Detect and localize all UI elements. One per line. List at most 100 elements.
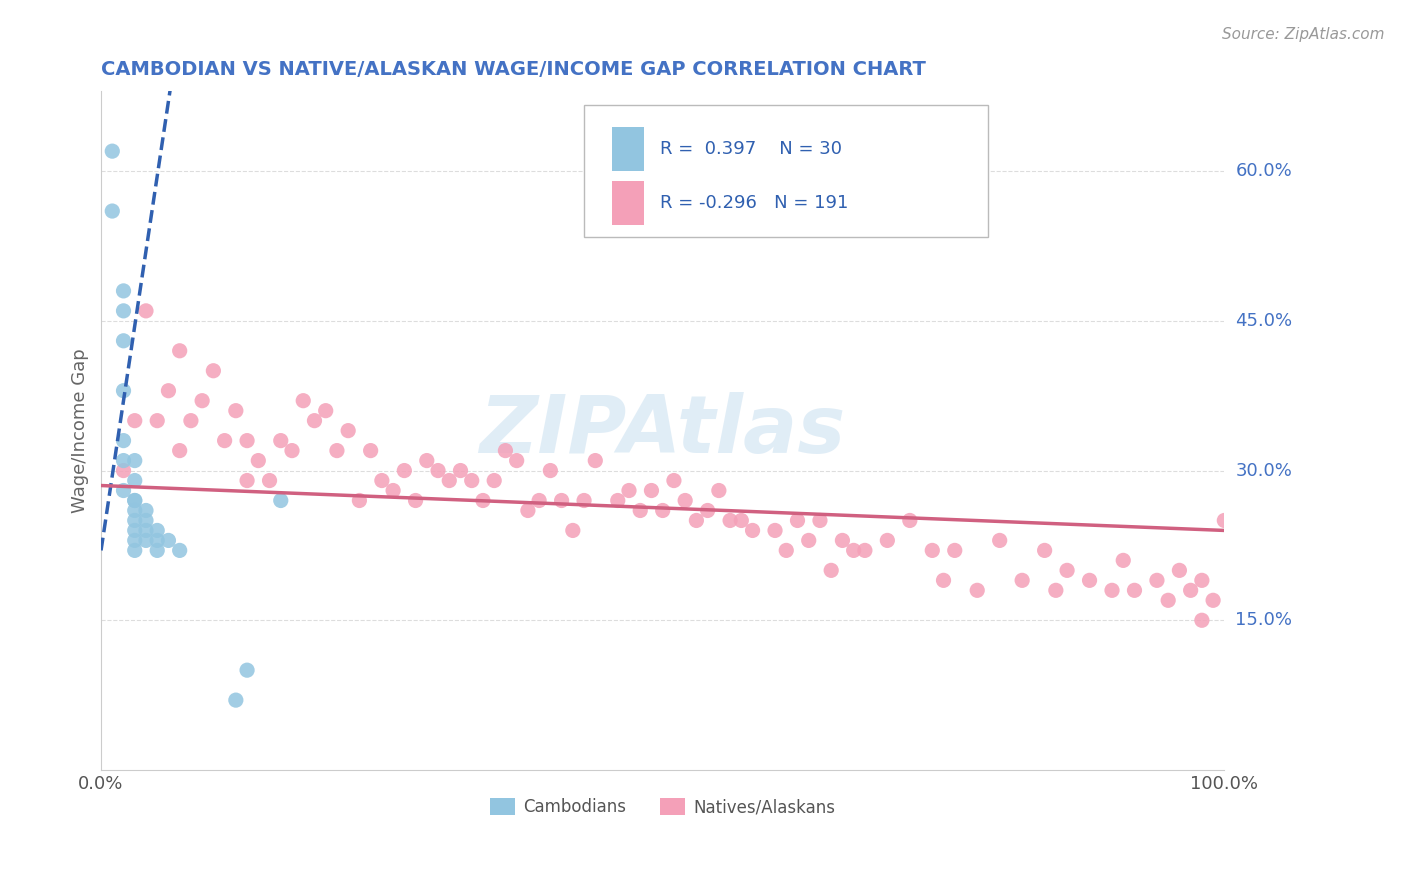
Point bbox=[124, 493, 146, 508]
Point bbox=[225, 693, 247, 707]
Point bbox=[112, 284, 135, 298]
Point bbox=[315, 403, 337, 417]
Text: 15.0%: 15.0% bbox=[1236, 611, 1292, 629]
Text: Source: ZipAtlas.com: Source: ZipAtlas.com bbox=[1222, 27, 1385, 42]
Text: 60.0%: 60.0% bbox=[1236, 162, 1292, 180]
Point bbox=[1123, 583, 1146, 598]
Point bbox=[124, 533, 146, 548]
Point bbox=[247, 453, 270, 467]
Point bbox=[124, 524, 146, 538]
Point bbox=[741, 524, 763, 538]
Point bbox=[1202, 593, 1225, 607]
Point bbox=[775, 543, 797, 558]
Point bbox=[101, 204, 124, 219]
Point bbox=[124, 493, 146, 508]
Point bbox=[349, 493, 371, 508]
Point bbox=[124, 474, 146, 488]
Point bbox=[382, 483, 405, 498]
Point bbox=[101, 144, 124, 158]
Point bbox=[394, 464, 416, 478]
Point bbox=[673, 493, 696, 508]
Point bbox=[135, 524, 157, 538]
Point bbox=[236, 474, 259, 488]
Point bbox=[932, 574, 955, 588]
Point bbox=[146, 533, 169, 548]
Point bbox=[1191, 613, 1213, 627]
Point bbox=[124, 543, 146, 558]
Point bbox=[1146, 574, 1168, 588]
Point bbox=[876, 533, 898, 548]
Point bbox=[1045, 583, 1067, 598]
Point bbox=[236, 434, 259, 448]
Text: R = -0.296   N = 191: R = -0.296 N = 191 bbox=[661, 194, 849, 212]
Point bbox=[304, 414, 326, 428]
Point bbox=[561, 524, 583, 538]
Text: 45.0%: 45.0% bbox=[1236, 312, 1292, 330]
Point bbox=[225, 403, 247, 417]
Point bbox=[797, 533, 820, 548]
Point bbox=[696, 503, 718, 517]
Point bbox=[831, 533, 853, 548]
Point bbox=[1078, 574, 1101, 588]
Text: R =  0.397    N = 30: R = 0.397 N = 30 bbox=[661, 140, 842, 158]
Point bbox=[236, 663, 259, 677]
Point bbox=[1033, 543, 1056, 558]
Point bbox=[730, 513, 752, 527]
Point bbox=[820, 563, 842, 577]
Point bbox=[135, 503, 157, 517]
Point bbox=[494, 443, 516, 458]
Point bbox=[180, 414, 202, 428]
Point bbox=[1011, 574, 1033, 588]
FancyBboxPatch shape bbox=[612, 127, 644, 171]
Point bbox=[472, 493, 495, 508]
Point bbox=[292, 393, 315, 408]
Point bbox=[853, 543, 876, 558]
Point bbox=[685, 513, 707, 527]
Point bbox=[371, 474, 394, 488]
Legend: Cambodians, Natives/Alaskans: Cambodians, Natives/Alaskans bbox=[484, 791, 842, 822]
Point bbox=[550, 493, 572, 508]
Point bbox=[124, 503, 146, 517]
Point bbox=[943, 543, 966, 558]
Point bbox=[707, 483, 730, 498]
Point bbox=[326, 443, 349, 458]
Point bbox=[135, 513, 157, 527]
Point bbox=[191, 393, 214, 408]
Point bbox=[416, 453, 439, 467]
Y-axis label: Wage/Income Gap: Wage/Income Gap bbox=[72, 348, 89, 513]
Point bbox=[169, 443, 191, 458]
Point bbox=[527, 493, 550, 508]
Point bbox=[112, 464, 135, 478]
Point bbox=[583, 453, 606, 467]
Point bbox=[1191, 574, 1213, 588]
Point bbox=[281, 443, 304, 458]
Point bbox=[360, 443, 382, 458]
Point bbox=[112, 303, 135, 318]
Point bbox=[1157, 593, 1180, 607]
Point bbox=[808, 513, 831, 527]
Point bbox=[214, 434, 236, 448]
Point bbox=[651, 503, 673, 517]
Point bbox=[763, 524, 786, 538]
Point bbox=[1180, 583, 1202, 598]
Point bbox=[718, 513, 741, 527]
Point bbox=[259, 474, 281, 488]
Point bbox=[1056, 563, 1078, 577]
Point bbox=[405, 493, 427, 508]
Point bbox=[1168, 563, 1191, 577]
Point bbox=[169, 343, 191, 358]
Point bbox=[898, 513, 921, 527]
Point bbox=[572, 493, 595, 508]
Point bbox=[112, 334, 135, 348]
Point bbox=[516, 503, 538, 517]
Point bbox=[112, 434, 135, 448]
Point bbox=[662, 474, 685, 488]
Point bbox=[112, 483, 135, 498]
Point bbox=[337, 424, 360, 438]
FancyBboxPatch shape bbox=[612, 181, 644, 226]
Point bbox=[270, 493, 292, 508]
Point bbox=[146, 543, 169, 558]
Point bbox=[124, 414, 146, 428]
Point bbox=[112, 453, 135, 467]
Point bbox=[202, 364, 225, 378]
